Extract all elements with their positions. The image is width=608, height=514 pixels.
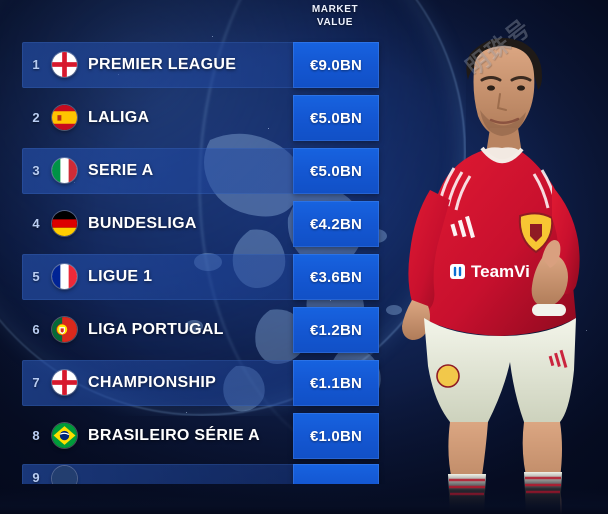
market-value-cell: €5.0BN xyxy=(293,95,379,141)
table-row[interactable]: 9 xyxy=(0,462,400,484)
table-row[interactable]: 7 CHAMPIONSHIP €1.1BN xyxy=(0,356,400,409)
market-value-cell: €1.0BN xyxy=(293,413,379,459)
market-value-cell: €1.2BN xyxy=(293,307,379,353)
table-row[interactable]: 5 LIGUE 1 €3.6BN xyxy=(0,250,400,303)
table-row[interactable]: 3 SERIE A €5.0BN xyxy=(0,144,400,197)
league-name xyxy=(88,462,282,484)
flag-icon-portugal xyxy=(52,317,77,342)
league-ranking-table: 1 PREMIER LEAGUE €9.0BN 2 LALIGA €5.0BN 3 SERIE… xyxy=(0,38,400,484)
flag-icon-england xyxy=(52,370,77,395)
rank-number: 1 xyxy=(32,57,40,72)
flag-icon-spain xyxy=(52,105,77,130)
market-value-cell: €3.6BN xyxy=(293,254,379,300)
rank-number: 6 xyxy=(32,322,40,337)
market-value-cell: €1.1BN xyxy=(293,360,379,406)
market-value-text: €5.0BN xyxy=(309,162,363,180)
rank-number: 3 xyxy=(32,163,40,178)
flag-icon-france xyxy=(52,264,77,289)
market-value-text: €9.0BN xyxy=(309,56,363,74)
svg-text:TeamVi: TeamVi xyxy=(471,262,530,281)
league-name: LIGA PORTUGAL xyxy=(88,320,224,338)
market-value-text: €1.1BN xyxy=(309,374,363,392)
rank-number: 9 xyxy=(32,469,40,485)
row-highlight-band xyxy=(22,464,378,484)
market-value-cell: €5.0BN xyxy=(293,148,379,194)
market-value-text: €1.2BN xyxy=(309,321,363,339)
market-value-text: €4.2BN xyxy=(309,215,363,233)
market-value-text: €5.0BN xyxy=(309,109,363,127)
market-value-cell: €9.0BN xyxy=(293,42,379,88)
league-name: SERIE A xyxy=(88,161,154,179)
table-row[interactable]: 8 BRASILEIRO SÉRIE A €1.0BN xyxy=(0,409,400,462)
league-name: BUNDESLIGA xyxy=(88,214,197,232)
flag-icon-brazil xyxy=(52,423,77,448)
league-name: LIGUE 1 xyxy=(88,267,153,285)
market-value-header: MARKET VALUE xyxy=(292,3,378,29)
flag-icon-england xyxy=(52,52,77,77)
market-value-cell xyxy=(293,464,379,484)
table-row[interactable]: 4 BUNDESLIGA €4.2BN xyxy=(0,197,400,250)
table-row[interactable]: 2 LALIGA €5.0BN xyxy=(0,91,400,144)
league-name: PREMIER LEAGUE xyxy=(88,55,237,73)
rank-number: 8 xyxy=(32,428,40,443)
league-name: CHAMPIONSHIP xyxy=(88,373,217,391)
market-value-header-line2: VALUE xyxy=(316,17,354,28)
market-value-cell: €4.2BN xyxy=(293,201,379,247)
rank-number: 4 xyxy=(32,216,40,231)
market-value-header-line1: MARKET xyxy=(311,4,359,15)
league-name: BRASILEIRO SÉRIE A xyxy=(88,426,260,444)
table-row[interactable]: 1 PREMIER LEAGUE €9.0BN xyxy=(0,38,400,91)
flag-icon-none xyxy=(52,466,77,484)
flag-icon-italy xyxy=(52,158,77,183)
flag-icon-germany xyxy=(52,211,77,236)
market-value-text: €3.6BN xyxy=(309,268,363,286)
league-name: LALIGA xyxy=(88,108,150,126)
rank-number: 7 xyxy=(32,375,40,390)
player-photo: TeamVi xyxy=(392,18,608,514)
rank-number: 2 xyxy=(32,110,40,125)
table-row[interactable]: 6 LIGA PORTUGAL €1.2BN xyxy=(0,303,400,356)
rank-number: 5 xyxy=(32,269,40,284)
market-value-text: €1.0BN xyxy=(309,427,363,445)
